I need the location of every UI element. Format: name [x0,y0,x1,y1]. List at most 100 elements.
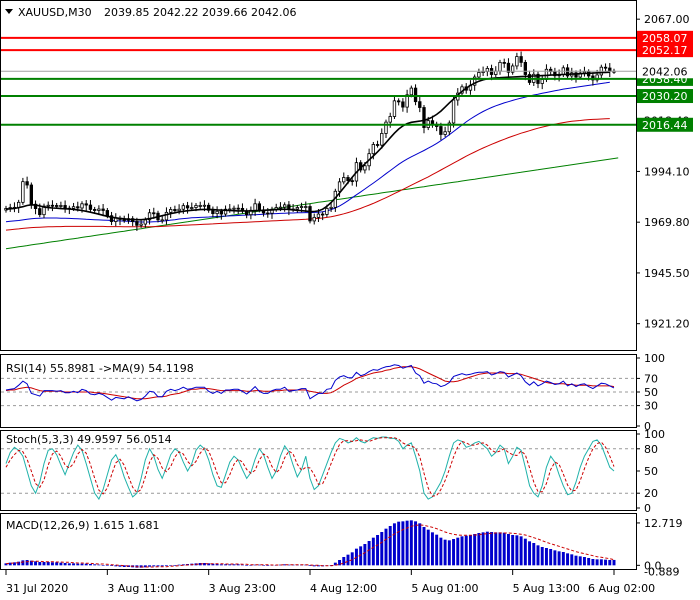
candle-body [472,76,477,86]
candle-body [63,205,67,209]
macd-bar [519,536,523,566]
macd-bar [464,535,468,566]
macd-bar [367,541,371,566]
rsi-axis-label: 50 [644,386,658,399]
price-axis-label: 1921.20 [644,318,690,331]
candle-body [147,212,152,221]
candle-body [215,210,219,215]
stoch-axis-label: 0 [644,502,651,515]
current-price-box [637,64,693,79]
macd-bar [215,564,219,566]
time-axis-label: 6 Aug 02:00 [588,582,655,595]
candle-body [439,126,443,135]
macd-bar [460,536,464,566]
macd-bar [177,564,181,566]
macd-bar [249,565,253,566]
macd-bar [359,546,363,566]
macd-bar [384,528,388,566]
stoch-axis-label: 100 [644,428,665,441]
candle-body [139,223,143,226]
macd-bar [224,564,228,566]
candle-body [25,181,29,186]
macd-bar [46,562,50,566]
dropdown-triangle-icon[interactable] [5,9,13,14]
candle-body [312,216,316,222]
candle-body [266,212,270,215]
candle-body [380,133,384,146]
macd-bar [211,563,215,566]
macd-bar [502,532,506,566]
macd-bar [485,531,489,566]
candle-body [84,203,88,206]
macd-bar [118,565,122,567]
candle-body [29,184,33,205]
macd-bar [93,564,97,566]
macd-bar [122,565,126,567]
candle-body [97,208,101,211]
candle-body [253,203,257,211]
macd-bar [76,563,80,566]
candle-body [401,101,405,108]
macd-bar [283,564,287,566]
macd-bar [536,545,540,566]
macd-bar [473,534,477,566]
candle-body [316,213,321,218]
macd-bar [392,523,396,566]
candle-body [371,144,376,155]
macd-bar [380,532,384,566]
macd-bar [207,563,211,566]
candle-body [223,208,228,215]
macd-bar [566,553,570,566]
support-price-box [637,117,693,132]
macd-bar [549,549,553,566]
macd-bar [414,521,418,566]
macd-bar [452,539,456,566]
macd-bar [152,565,156,567]
stoch-signal-line [5,437,615,497]
macd-bar [105,565,109,566]
macd-bar [350,552,354,566]
candle-body [185,205,190,209]
candle-body [523,62,527,75]
macd-bar [604,559,608,566]
candle-body [50,204,55,207]
rsi-panel-frame[interactable] [0,354,637,428]
time-axis-label: 3 Aug 11:00 [107,582,174,595]
macd-bar [498,532,502,566]
macd-bar [198,563,202,566]
ma-fast-line [5,71,610,221]
macd-bar [401,521,405,566]
macd-bar [426,529,430,566]
macd-bar [612,559,616,566]
main-panel-frame[interactable] [0,0,637,351]
candle-body [350,180,354,183]
candle-body [451,99,456,124]
rsi-axis-label: 70 [644,372,658,385]
macd-bar [582,557,586,566]
candle-body [510,65,515,73]
macd-bar [544,548,548,566]
candle-body [101,208,105,211]
macd-bar [63,563,67,566]
macd-bar [405,520,409,566]
macd-bar [333,562,337,566]
macd-bar [511,535,515,566]
macd-bar [156,565,160,567]
ma-long-line [5,157,619,250]
macd-bar [219,564,223,566]
macd-bar [25,560,29,566]
candle-body [363,165,367,171]
macd-bar [528,541,532,566]
candle-body [595,74,599,81]
candle-body [164,211,169,221]
macd-bar [240,564,244,566]
candle-body [59,205,63,207]
macd-bar [34,561,38,566]
candle-body [88,204,93,210]
candle-body [173,209,177,212]
rsi-axis-label: 0 [644,420,651,433]
candle-body [71,206,76,209]
macd-bar [114,565,118,567]
